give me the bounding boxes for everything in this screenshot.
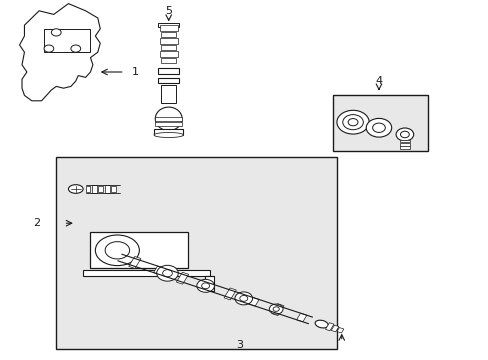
Circle shape — [336, 110, 368, 134]
Bar — [160, 25, 177, 31]
Bar — [155, 117, 182, 121]
Polygon shape — [201, 282, 211, 291]
Bar — [56, 157, 337, 349]
Circle shape — [71, 45, 81, 52]
Circle shape — [234, 292, 252, 305]
Bar — [90, 232, 188, 268]
Polygon shape — [224, 288, 236, 300]
Polygon shape — [325, 323, 333, 331]
Polygon shape — [296, 313, 306, 322]
Bar — [205, 276, 214, 291]
Bar — [399, 147, 409, 149]
Bar — [158, 78, 179, 83]
Bar — [104, 185, 109, 193]
Circle shape — [347, 118, 357, 126]
Circle shape — [156, 265, 178, 281]
Polygon shape — [271, 304, 284, 316]
Bar — [44, 29, 90, 52]
Polygon shape — [336, 328, 343, 333]
Polygon shape — [248, 297, 259, 306]
Bar — [161, 58, 176, 63]
Ellipse shape — [68, 185, 83, 193]
Circle shape — [366, 118, 391, 137]
Circle shape — [400, 131, 408, 138]
Polygon shape — [153, 266, 163, 275]
Bar — [158, 68, 179, 74]
Bar — [160, 51, 177, 57]
Bar — [158, 23, 179, 27]
Text: 4: 4 — [375, 76, 382, 86]
Text: 2: 2 — [33, 218, 40, 228]
Circle shape — [196, 279, 214, 292]
Bar — [85, 186, 90, 192]
Circle shape — [239, 296, 247, 301]
Ellipse shape — [314, 320, 327, 328]
Bar — [98, 186, 103, 192]
Bar — [111, 186, 116, 192]
Text: 3: 3 — [236, 340, 243, 350]
Circle shape — [201, 283, 209, 289]
Polygon shape — [20, 4, 100, 101]
Bar — [399, 140, 409, 143]
Bar — [332, 95, 427, 151]
Circle shape — [51, 29, 61, 36]
Bar — [161, 32, 176, 37]
Bar — [161, 45, 176, 50]
Circle shape — [44, 45, 54, 52]
Bar — [155, 122, 182, 126]
Polygon shape — [176, 272, 188, 284]
Circle shape — [342, 114, 363, 130]
Bar — [154, 129, 183, 135]
Bar — [161, 85, 176, 103]
Polygon shape — [128, 257, 141, 269]
Circle shape — [269, 304, 283, 314]
Bar — [92, 185, 97, 193]
Bar — [399, 143, 409, 146]
Bar — [160, 38, 177, 44]
Text: 1: 1 — [132, 67, 139, 77]
Bar — [83, 270, 210, 276]
Ellipse shape — [154, 132, 183, 138]
Circle shape — [272, 307, 279, 311]
Circle shape — [395, 128, 413, 141]
Circle shape — [372, 123, 385, 132]
Text: 5: 5 — [165, 6, 172, 16]
Polygon shape — [330, 325, 338, 332]
Ellipse shape — [155, 107, 182, 130]
Circle shape — [163, 270, 172, 277]
